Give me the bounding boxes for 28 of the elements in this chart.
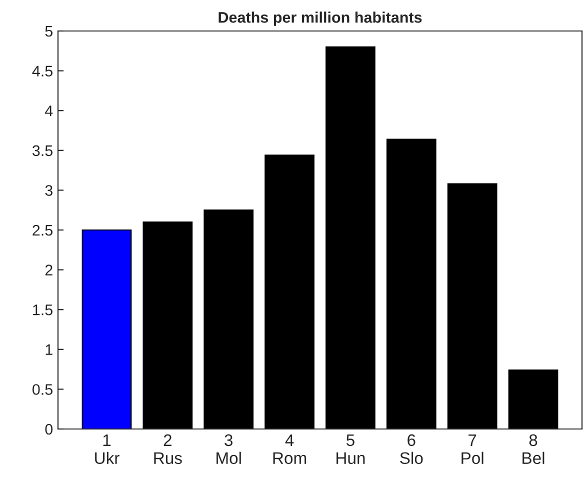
x-tick-label: 6 Slo bbox=[400, 434, 423, 464]
y-tick-label: 4 bbox=[44, 106, 53, 116]
y-tick-label: 3 bbox=[45, 185, 52, 196]
y-tick-label: 4.5 bbox=[32, 66, 52, 76]
bar bbox=[142, 221, 193, 429]
y-tick-label: 1 bbox=[46, 344, 52, 355]
x-tick-label: 7 Pol bbox=[462, 434, 484, 464]
bar bbox=[204, 210, 254, 429]
y-tick-label: 0.5 bbox=[32, 384, 52, 395]
y-tick-label: 0 bbox=[45, 424, 53, 435]
x-tick-label: 8 Bel bbox=[522, 434, 544, 464]
x-tick-label: 5 Hun bbox=[336, 434, 365, 464]
y-tick-label: 2.5 bbox=[32, 224, 52, 236]
bar bbox=[508, 370, 558, 429]
bar bbox=[82, 229, 132, 429]
x-tick-label: 1 Ukr bbox=[95, 434, 120, 464]
y-tick-label: 5 bbox=[45, 26, 52, 37]
y-tick-label: 1.5 bbox=[33, 304, 52, 316]
bar bbox=[326, 46, 376, 429]
x-tick-label: 2 Rus bbox=[154, 434, 182, 464]
bar bbox=[386, 138, 436, 429]
chart-title: Deaths per million habitants bbox=[218, 12, 422, 26]
x-tick-label: 4 Rom bbox=[273, 434, 306, 464]
bar bbox=[447, 183, 498, 429]
x-tick-label: 3 Mol bbox=[216, 434, 241, 464]
bar bbox=[264, 154, 314, 429]
y-tick-label: 2 bbox=[45, 264, 52, 276]
y-tick-label: 3.5 bbox=[32, 145, 52, 156]
